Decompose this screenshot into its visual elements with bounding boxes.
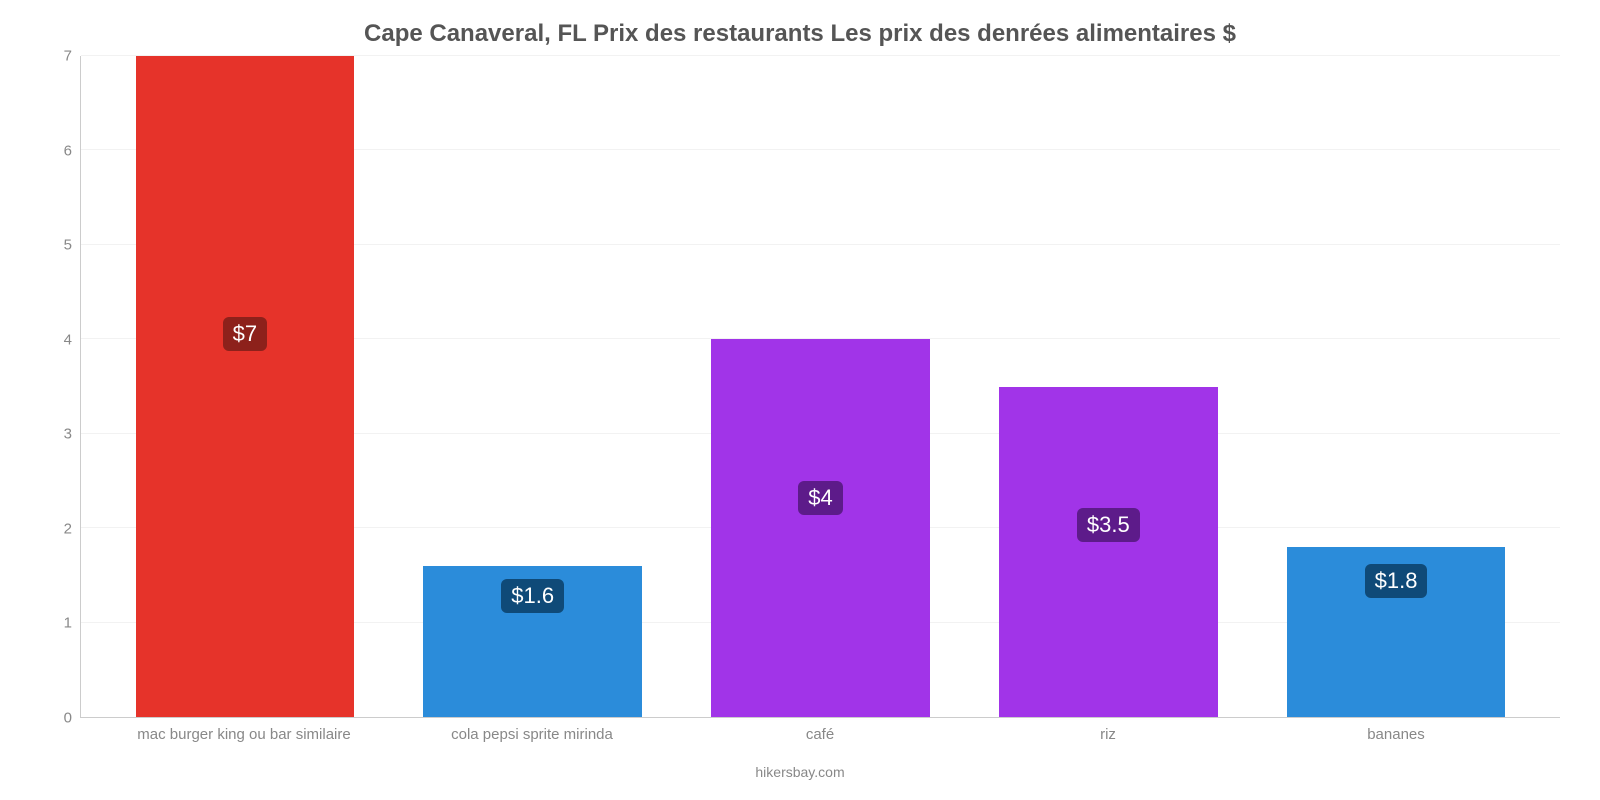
x-category-label: bananes <box>1252 718 1540 768</box>
bar-value-label: $4 <box>798 481 842 515</box>
bar: $4 <box>711 339 930 717</box>
bar-value-label: $1.6 <box>501 579 564 613</box>
bar: $1.8 <box>1287 547 1506 717</box>
y-axis: 01234567 <box>40 56 80 718</box>
y-tick-label: 5 <box>64 237 72 254</box>
y-tick-label: 4 <box>64 331 72 348</box>
bar: $7 <box>136 56 355 717</box>
chart-source: hikersbay.com <box>40 764 1560 780</box>
y-tick-label: 0 <box>64 710 72 727</box>
bar-slot: $7 <box>101 56 389 717</box>
y-tick-label: 6 <box>64 142 72 159</box>
bar: $3.5 <box>999 387 1218 718</box>
x-category-label: café <box>676 718 964 768</box>
bar: $1.6 <box>423 566 642 717</box>
x-category-label: mac burger king ou bar similaire <box>100 718 388 768</box>
bar-value-label: $3.5 <box>1077 508 1140 542</box>
bar-value-label: $1.8 <box>1365 564 1428 598</box>
y-tick-label: 1 <box>64 615 72 632</box>
bar-value-label: $7 <box>223 317 267 351</box>
bars-row: $7 $1.6 $4 $3.5 $1.8 <box>81 56 1560 717</box>
price-chart: Cape Canaveral, FL Prix des restaurants … <box>40 20 1560 780</box>
x-category-label: cola pepsi sprite mirinda <box>388 718 676 768</box>
chart-body: 01234567 $7$1.6$4$3.5$1.8 <box>40 56 1560 718</box>
bar-slot: $4 <box>677 56 965 717</box>
bar-slot: $1.8 <box>1252 56 1540 717</box>
y-tick-label: 2 <box>64 520 72 537</box>
x-category-label: riz <box>964 718 1252 768</box>
y-tick-label: 3 <box>64 426 72 443</box>
bar-slot: $3.5 <box>964 56 1252 717</box>
plot-area: $7 $1.6 $4 $3.5 $1.8 <box>80 56 1560 718</box>
y-tick-label: 7 <box>64 48 72 65</box>
x-axis: mac burger king ou bar similairecola pep… <box>80 718 1560 768</box>
chart-title: Cape Canaveral, FL Prix des restaurants … <box>40 20 1560 48</box>
bar-slot: $1.6 <box>389 56 677 717</box>
